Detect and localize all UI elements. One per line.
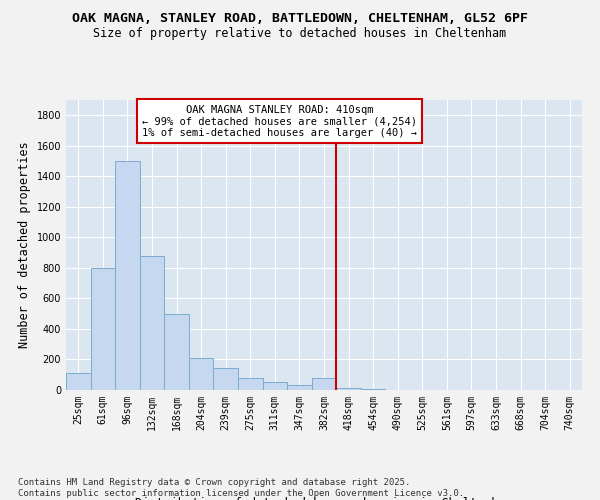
Text: OAK MAGNA, STANLEY ROAD, BATTLEDOWN, CHELTENHAM, GL52 6PF: OAK MAGNA, STANLEY ROAD, BATTLEDOWN, CHE… [72, 12, 528, 26]
Bar [66, 373, 91, 390]
Bar [91, 268, 115, 390]
Bar [361, 389, 385, 390]
Bar [287, 384, 312, 390]
Text: Size of property relative to detached houses in Cheltenham: Size of property relative to detached ho… [94, 28, 506, 40]
Bar [140, 256, 164, 390]
Bar [115, 161, 140, 390]
Bar [189, 358, 214, 390]
Y-axis label: Number of detached properties: Number of detached properties [18, 142, 31, 348]
Bar [214, 368, 238, 390]
Bar [238, 378, 263, 390]
Text: Contains HM Land Registry data © Crown copyright and database right 2025.
Contai: Contains HM Land Registry data © Crown c… [18, 478, 464, 498]
Text: OAK MAGNA STANLEY ROAD: 410sqm
← 99% of detached houses are smaller (4,254)
1% o: OAK MAGNA STANLEY ROAD: 410sqm ← 99% of … [142, 104, 417, 138]
Bar [312, 378, 336, 390]
X-axis label: Distribution of detached houses by size in Cheltenham: Distribution of detached houses by size … [135, 497, 513, 500]
Bar [263, 382, 287, 390]
Bar [336, 388, 361, 390]
Bar [164, 314, 189, 390]
